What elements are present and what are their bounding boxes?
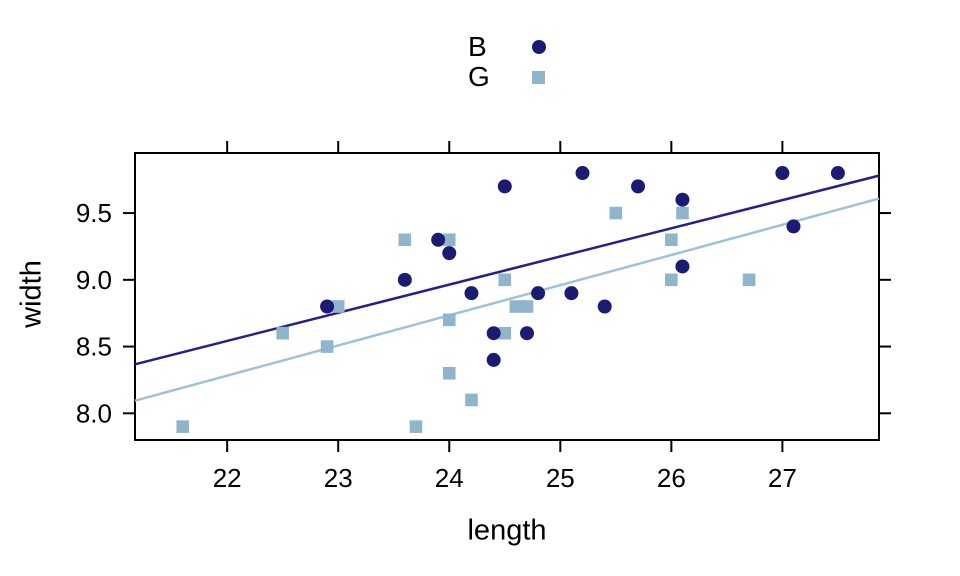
data-point-b [442,246,457,261]
data-point-b [486,326,501,341]
y-tick-label: 8.5 [76,332,112,362]
data-point-g [276,326,289,340]
data-point-b [830,166,845,181]
data-point-g [676,206,689,220]
data-point-g [520,300,534,313]
legend-label-g: G [468,61,490,92]
data-point-g [509,300,523,313]
data-point-g [665,273,678,287]
legend-marker-square-icon [532,70,545,84]
data-point-g [320,340,334,353]
plot-border [134,152,880,441]
x-tick-label: 27 [768,463,797,493]
data-point-b [431,232,446,247]
legend-item-g: G [468,62,546,92]
data-point-g [442,313,456,327]
data-point-b [519,326,534,341]
data-point-g [398,233,412,247]
data-point-b [575,166,590,181]
data-point-b [631,179,646,194]
data-point-g [409,420,423,433]
y-tick-label: 9.5 [76,198,112,228]
data-point-g [665,233,678,247]
data-point-g [465,393,478,407]
data-point-g [176,420,190,433]
data-point-b [675,192,690,207]
data-point-g [498,273,512,287]
x-tick-label: 26 [657,463,686,493]
data-point-g [331,300,345,313]
y-tick-label: 9.0 [76,265,112,295]
data-point-b [320,299,335,314]
fit-line-g [134,197,880,402]
data-point-b [786,219,801,234]
data-point-b [464,286,479,301]
data-point-g [609,206,623,220]
legend-label-b: B [468,31,487,62]
y-tick-label: 8.0 [76,398,112,428]
legend-marker-circle-icon [532,40,546,54]
data-point-b [497,179,512,194]
chart-legend: B G [468,32,546,92]
data-point-b [675,259,690,274]
x-tick-label: 23 [324,463,353,493]
data-point-b [775,166,790,181]
data-point-b [564,286,579,301]
data-point-g [442,233,456,247]
data-point-g [498,326,512,340]
data-point-g [742,273,756,287]
x-axis-label: length [467,514,547,547]
data-point-g [442,366,456,380]
x-tick-label: 25 [546,463,575,493]
fit-line-b [134,174,880,366]
x-tick-label: 24 [435,463,464,493]
x-tick-label: 22 [213,463,242,493]
data-point-b [597,299,612,314]
data-point-b [486,352,501,367]
data-point-b [531,286,546,301]
legend-item-b: B [468,32,546,62]
data-point-b [397,272,412,287]
